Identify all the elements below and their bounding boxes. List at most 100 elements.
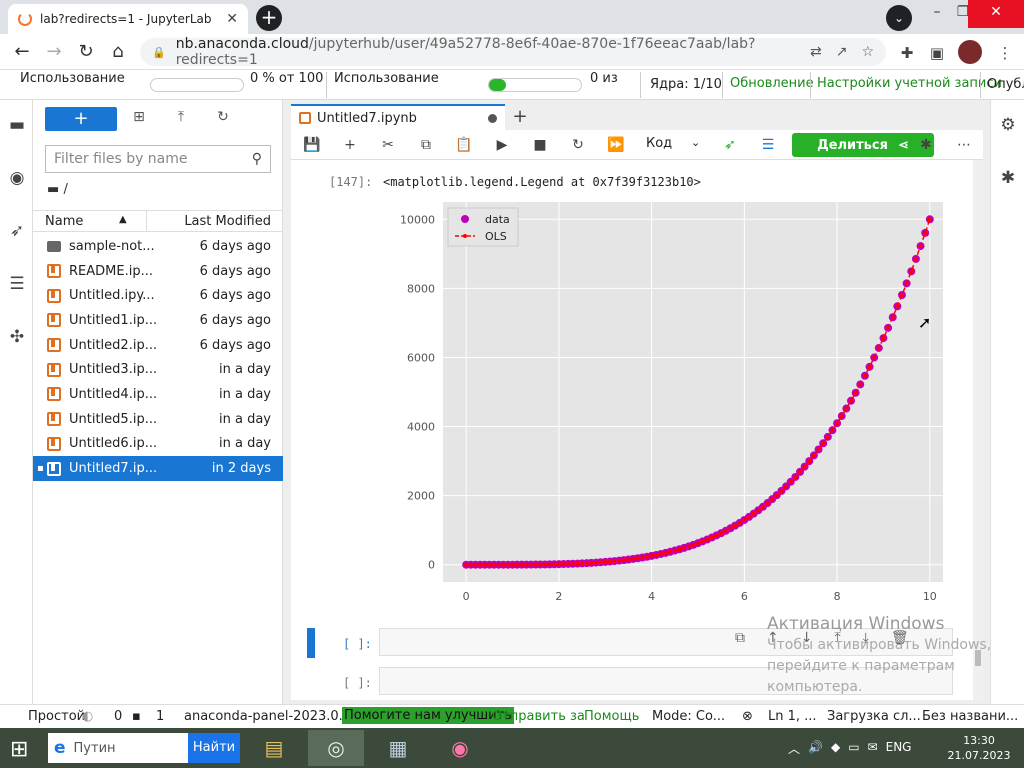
account-settings-link[interactable]: Настройки учетной записи [817,76,1002,91]
publish-link[interactable]: Опубл [987,77,1024,92]
taskbar-clock[interactable]: 13:30 21.07.2023 [946,733,1012,763]
chevron-down-icon[interactable]: ⌄ [691,136,701,149]
notebook-icon [47,436,61,451]
run-icon[interactable]: ▶ [496,137,508,153]
file-row[interactable]: sample-not... 6 days ago [33,234,283,259]
delete-cell-icon[interactable]: 🗑 [890,630,909,646]
copy-icon[interactable]: ⧉ [421,137,431,153]
shield-icon[interactable]: ◆ [830,740,841,754]
filter-files-input[interactable]: Filter files by name ⚲ [45,145,271,173]
sort-ascending-icon[interactable]: ▲ [119,214,127,225]
table-of-contents-icon[interactable]: ☰ [9,274,25,294]
firefox-icon[interactable]: ◉ [451,736,469,760]
close-tab-icon[interactable]: ✕ [226,11,238,27]
breadcrumb[interactable]: ▬ / [47,182,68,197]
upload-icon[interactable]: ⤒ [177,109,185,125]
file-row[interactable]: Untitled4.ip... in a day [33,382,283,407]
send-feedback-link[interactable]: Отправить за [492,709,585,724]
url-field[interactable]: 🔒 nb.anaconda.cloud/jupyterhub/user/49a5… [140,36,886,68]
browser-tab[interactable]: lab?redirects=1 - JupyterLab ✕ [8,4,248,34]
code-cell-2[interactable] [379,667,953,695]
duplicate-cell-icon[interactable]: ⧉ [735,630,745,646]
profile-avatar[interactable] [958,40,982,64]
task-manager-icon[interactable]: ▦ [388,736,408,760]
feedback-banner[interactable]: Помогите нам улучшить [342,707,514,724]
puzzle-icon[interactable]: ✣ [9,327,25,347]
tray-chevron-icon[interactable]: ︿ [788,742,801,756]
rocket-launch-icon[interactable]: ➶ [724,137,736,153]
window-close-button[interactable]: ✕ [968,0,1024,28]
cut-icon[interactable]: ✂ [382,137,394,153]
insert-below-icon[interactable]: ⤓ [862,630,869,646]
debugger-icon[interactable]: ✱ [920,137,932,153]
upgrade-link[interactable]: Обновление [730,76,814,91]
file-row[interactable]: Untitled2.ip... 6 days ago [33,333,283,358]
taskbar-search-button[interactable]: Найти [188,733,240,763]
new-tab-button[interactable]: + [256,5,282,31]
paste-icon[interactable]: 📋 [455,137,473,153]
property-inspector-gear-icon[interactable]: ⚙ [1000,115,1016,135]
tab-search-button[interactable]: ⌄ [886,5,912,31]
unsaved-dot-icon[interactable] [488,113,497,123]
file-row[interactable]: Untitled3.ip... in a day [33,357,283,382]
ols-point [645,554,649,559]
column-name[interactable]: Name [45,214,84,229]
new-folder-icon[interactable]: ⊞ [133,109,145,125]
language-indicator[interactable]: ENG [885,740,912,754]
folder-icon[interactable]: ▬ [8,115,26,135]
file-row[interactable]: Untitled6.ip... in a day [33,432,283,457]
move-up-icon[interactable]: ↑ [767,630,779,646]
home-icon[interactable]: ⌂ [112,41,124,62]
file-modified: in a day [219,362,271,378]
rocket-icon[interactable]: ➶ [9,221,25,241]
network-icon[interactable]: ▭ [848,740,860,754]
insert-above-icon[interactable]: ⤒ [834,630,841,646]
column-last-modified[interactable]: Last Modified [184,214,271,229]
browser-menu-icon[interactable]: ⋮ [997,44,1013,62]
simple-mode-toggle-icon[interactable]: ◐ [82,709,94,724]
move-down-icon[interactable]: ↓ [800,630,813,646]
taskbar-search-field[interactable]: e Путин [48,733,188,763]
debugger-bug-icon[interactable]: ✱ [1000,168,1016,188]
file-row[interactable]: Untitled5.ip... in a day [33,407,283,432]
save-icon[interactable]: 💾 [303,137,321,153]
chrome-icon[interactable]: ◎ [308,730,364,766]
scrollbar-thumb[interactable] [975,650,981,666]
insert-cell-icon[interactable]: + [344,137,356,153]
notebook-tab[interactable]: Untitled7.ipynb [291,104,505,130]
property-inspector-icon[interactable]: ☰ [761,137,775,153]
maximize-button[interactable]: ❐ [956,4,970,20]
stop-icon[interactable]: ■ [533,137,547,153]
add-tab-button[interactable]: + [512,106,528,127]
share-icon[interactable]: ↗ [835,44,848,60]
cell-type-select[interactable]: Код [646,136,673,151]
file-row[interactable]: Untitled.ipy... 6 days ago [33,283,283,308]
minimize-button[interactable]: – [933,4,941,20]
run-all-icon[interactable]: ⏩ [607,137,625,153]
volume-icon[interactable]: 🔊 [808,740,823,754]
file-row[interactable]: Untitled1.ip... 6 days ago [33,308,283,333]
kernel-name[interactable]: anaconda-panel-2023.0... [184,709,352,724]
file-row[interactable]: README.ip... 6 days ago [33,259,283,284]
restart-icon[interactable]: ↻ [572,137,584,153]
new-launcher-button[interactable]: + [45,107,117,131]
extensions-icon[interactable]: ✚ [900,44,914,62]
back-icon[interactable]: ← [14,41,30,62]
forward-icon[interactable]: → [46,41,62,62]
bookmark-star-icon[interactable]: ☆ [861,44,874,60]
refresh-icon[interactable]: ↻ [217,109,229,125]
windows-start-icon[interactable]: ⊞ [10,737,29,762]
notebook-scrollbar[interactable] [973,160,983,700]
file-explorer-icon[interactable]: ▤ [264,736,284,760]
share-button[interactable]: Делиться ⋖ [792,133,934,157]
running-kernels-icon[interactable]: ◉ [9,168,25,188]
help-link[interactable]: Помощь [584,709,640,724]
side-panel-icon[interactable]: ▣ [929,44,945,62]
file-name: sample-not... [69,238,155,254]
translate-icon[interactable]: ⇄ [809,44,822,60]
code-cell-1[interactable] [379,628,953,656]
more-icon[interactable]: ⋯ [957,137,971,153]
file-row[interactable]: ▪ Untitled7.ip... in 2 days [33,456,283,481]
reload-icon[interactable]: ↻ [78,41,94,62]
notification-icon[interactable]: ✉ [867,740,878,754]
